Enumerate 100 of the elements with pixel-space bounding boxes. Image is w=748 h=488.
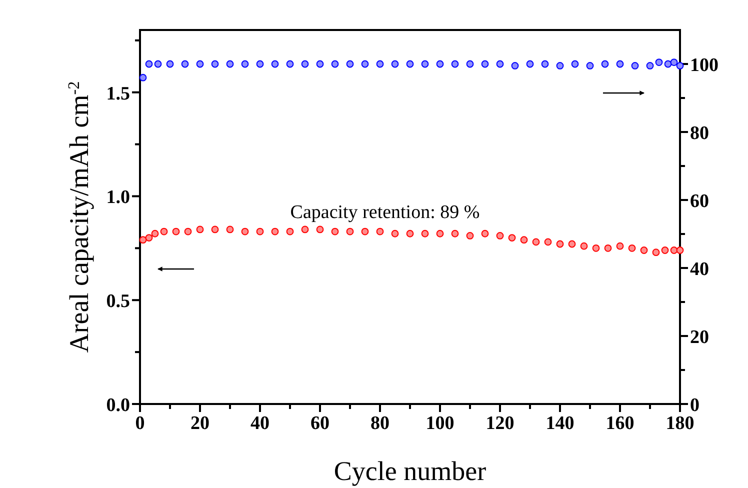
point	[541, 60, 549, 68]
point	[616, 242, 624, 250]
point	[544, 238, 552, 246]
point	[571, 60, 579, 68]
point	[532, 238, 540, 246]
point	[406, 230, 414, 238]
point	[436, 230, 444, 238]
y2-tick-label: 80	[690, 123, 709, 144]
point	[670, 246, 678, 254]
point	[271, 60, 279, 68]
point	[286, 228, 294, 236]
y-tick-label: 0.0	[106, 395, 130, 416]
point	[556, 240, 564, 248]
point	[160, 228, 168, 236]
point	[346, 228, 354, 236]
point	[361, 228, 369, 236]
point	[664, 60, 672, 68]
annotation: Capacity retention: 89 %	[290, 202, 480, 223]
point	[586, 62, 594, 70]
y2-tick-label: 0	[690, 395, 700, 416]
x-tick-label: 0	[135, 413, 145, 434]
point	[184, 228, 192, 236]
x-tick-label: 60	[310, 413, 330, 434]
point	[226, 60, 234, 68]
y2-tick-label: 20	[690, 327, 709, 348]
point	[508, 234, 516, 242]
point	[451, 60, 459, 68]
point	[241, 60, 249, 68]
point	[211, 60, 219, 68]
point	[196, 60, 204, 68]
point	[139, 236, 147, 244]
y-tick-label: 1.0	[106, 187, 130, 208]
x-tick-label: 80	[370, 413, 390, 434]
point	[145, 234, 153, 242]
point	[241, 228, 249, 236]
point	[640, 246, 648, 254]
point	[628, 244, 636, 252]
point	[511, 62, 519, 70]
point	[316, 60, 324, 68]
point	[676, 246, 684, 254]
point	[652, 248, 660, 256]
point	[481, 60, 489, 68]
point	[496, 232, 504, 240]
y2-tick-label: 60	[690, 191, 709, 212]
point	[145, 60, 153, 68]
point	[604, 244, 612, 252]
point	[406, 60, 414, 68]
point	[166, 60, 174, 68]
x-tick-label: 180	[666, 413, 694, 434]
point	[601, 60, 609, 68]
point	[481, 230, 489, 238]
point	[256, 228, 264, 236]
point	[421, 60, 429, 68]
point	[646, 62, 654, 70]
point	[661, 246, 669, 254]
point	[391, 230, 399, 238]
point	[172, 228, 180, 236]
x-tick-label: 100	[426, 413, 454, 434]
point	[331, 60, 339, 68]
point	[256, 60, 264, 68]
point	[568, 240, 576, 248]
point	[346, 60, 354, 68]
point	[301, 226, 309, 234]
point	[631, 62, 639, 70]
point	[301, 60, 309, 68]
point	[451, 230, 459, 238]
point	[592, 244, 600, 252]
point	[196, 226, 204, 234]
point	[376, 228, 384, 236]
y2-tick-label: 100	[690, 55, 718, 76]
point	[151, 230, 159, 238]
x-tick-label: 140	[546, 413, 574, 434]
y-tick-label: 0.5	[106, 291, 130, 312]
point	[361, 60, 369, 68]
point	[286, 60, 294, 68]
point	[580, 242, 588, 250]
point	[655, 58, 663, 66]
y-tick-label: 1.5	[106, 83, 130, 104]
point	[226, 226, 234, 234]
x-tick-label: 20	[190, 413, 210, 434]
point	[271, 228, 279, 236]
point	[496, 60, 504, 68]
point	[376, 60, 384, 68]
point	[676, 62, 684, 70]
point	[181, 60, 189, 68]
point	[421, 230, 429, 238]
x-axis-title: Cycle number	[334, 456, 486, 486]
point	[520, 236, 528, 244]
point	[526, 60, 534, 68]
point	[391, 60, 399, 68]
point	[154, 60, 162, 68]
y2-tick-label: 40	[690, 259, 709, 280]
x-tick-label: 40	[250, 413, 270, 434]
point	[316, 226, 324, 234]
point	[670, 58, 678, 66]
point	[211, 226, 219, 234]
point	[331, 228, 339, 236]
point	[139, 74, 147, 82]
point	[466, 60, 474, 68]
point	[556, 62, 564, 70]
